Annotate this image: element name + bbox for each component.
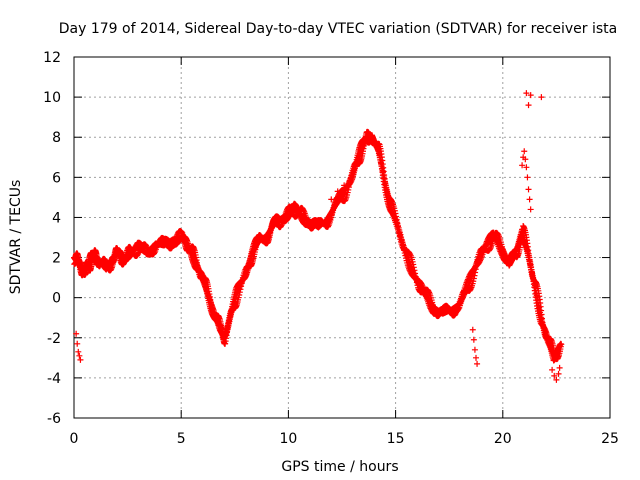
data-point — [527, 92, 534, 99]
data-point — [495, 231, 502, 238]
grid — [74, 57, 610, 418]
chart-title: Day 179 of 2014, Sidereal Day-to-day VTE… — [59, 21, 617, 37]
y-tick-label: 6 — [52, 170, 61, 186]
data-point — [549, 366, 556, 373]
data-point — [77, 356, 84, 363]
data-point — [334, 188, 341, 195]
data-point — [470, 278, 477, 285]
y-tick-label: 12 — [43, 50, 61, 66]
data-point — [418, 281, 425, 288]
data-point — [523, 90, 530, 97]
data-point — [409, 258, 416, 265]
data-point — [527, 206, 534, 213]
data-point — [471, 346, 478, 353]
data-point — [551, 372, 558, 379]
data-point — [391, 214, 398, 221]
data-point — [391, 207, 398, 214]
data-point — [74, 340, 81, 347]
data-point — [347, 178, 354, 185]
y-tick-label: 0 — [52, 291, 61, 307]
data-point — [538, 94, 545, 101]
axis-ticks: -6 -4 -2 0 2 4 6 8 10 12 0 5 10 15 20 25 — [43, 50, 619, 447]
data-point — [341, 182, 348, 189]
data-point — [278, 222, 285, 229]
y-tick-label: -6 — [47, 411, 61, 427]
y-tick-label: 10 — [43, 90, 61, 106]
data-point — [519, 162, 526, 169]
x-tick-label: 0 — [70, 431, 79, 447]
x-tick-label: 10 — [279, 431, 297, 447]
x-tick-label: 20 — [494, 431, 512, 447]
data-point — [525, 102, 532, 109]
data-point — [524, 174, 531, 181]
data-point — [474, 360, 481, 367]
data-point — [300, 207, 307, 214]
y-tick-label: 8 — [52, 130, 61, 146]
data-point — [398, 236, 405, 243]
data-point — [326, 217, 333, 224]
data-point — [344, 189, 351, 196]
data-point — [135, 250, 142, 257]
data-point — [407, 251, 414, 258]
y-tick-label: 2 — [52, 251, 61, 267]
data-point — [556, 364, 563, 371]
data-point — [76, 352, 83, 359]
data-point — [523, 164, 530, 171]
x-tick-label: 25 — [601, 431, 619, 447]
x-tick-label: 5 — [177, 431, 186, 447]
y-tick-label: 4 — [52, 210, 61, 226]
data-point — [75, 348, 82, 355]
data-point — [410, 261, 417, 268]
data-point — [521, 148, 528, 155]
data-point — [525, 186, 532, 193]
plot-frame — [73, 56, 611, 419]
data-point — [328, 196, 335, 203]
data-point — [470, 275, 477, 282]
data-point — [469, 326, 476, 333]
data-point — [236, 291, 243, 298]
y-axis-label: SDTVAR / TECUs — [8, 180, 24, 295]
data-point — [470, 336, 477, 343]
data-point — [399, 239, 406, 246]
data-point — [522, 156, 529, 163]
data-point — [473, 354, 479, 361]
data-point — [178, 229, 185, 236]
x-axis-label: GPS time / hours — [281, 459, 398, 475]
y-tick-label: -2 — [47, 331, 61, 347]
data-point — [553, 376, 560, 383]
x-tick-label: 15 — [387, 431, 405, 447]
data-points — [71, 90, 565, 383]
data-point — [73, 330, 80, 337]
data-point — [557, 340, 564, 347]
data-point — [455, 305, 462, 312]
data-point — [471, 272, 478, 279]
data-point — [477, 257, 484, 264]
y-tick-label: -4 — [47, 371, 61, 387]
data-point — [425, 288, 432, 295]
data-point — [526, 196, 533, 203]
data-point — [555, 370, 562, 377]
